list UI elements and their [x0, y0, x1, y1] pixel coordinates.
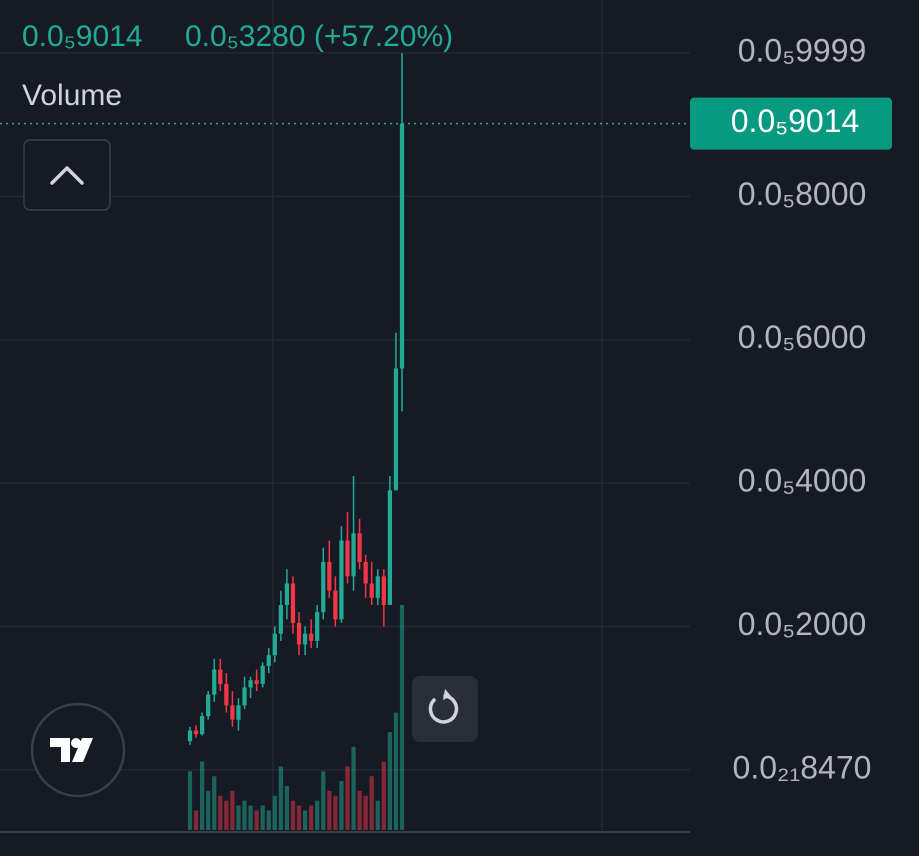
y-tick-label: 0.0₅4000 — [738, 463, 867, 499]
candle-body — [321, 561, 326, 613]
candle-body — [242, 687, 247, 706]
candle-body — [254, 680, 259, 684]
volume-bar — [369, 776, 374, 830]
candle-body — [339, 540, 344, 620]
y-tick-label: 0.0₂₁8470 — [733, 749, 872, 785]
candle-body — [278, 605, 283, 634]
volume-bar — [375, 800, 380, 830]
header-price: 0.0₅9014 — [22, 20, 143, 53]
volume-bar — [248, 805, 253, 830]
volume-bar — [309, 805, 314, 830]
candle-body — [260, 665, 265, 684]
candle-body — [351, 533, 356, 577]
candle-body — [387, 490, 393, 605]
collapse-button[interactable] — [23, 139, 111, 211]
candle-body — [206, 694, 211, 717]
volume-bar — [230, 790, 235, 830]
y-tick-label: 0.0₅6000 — [738, 319, 867, 355]
volume-bar — [218, 795, 223, 830]
logo[interactable] — [30, 702, 126, 798]
price-badge — [690, 97, 892, 150]
volume-bar — [327, 790, 332, 830]
candle-body — [363, 561, 368, 584]
candle-body — [187, 730, 193, 742]
reset-button[interactable] — [412, 676, 478, 742]
volume-bar — [236, 805, 241, 830]
volume-bar — [224, 800, 229, 830]
volume-bar — [260, 805, 265, 830]
candle-body — [236, 705, 241, 720]
collapse-box[interactable] — [23, 139, 111, 211]
candle-body — [266, 655, 271, 666]
reset-icon — [428, 694, 459, 724]
candle-body — [345, 540, 350, 577]
candle-body — [309, 633, 314, 641]
volume-bar — [399, 605, 405, 830]
candle-body — [199, 716, 205, 735]
volume-bar — [272, 795, 277, 830]
candle-body — [327, 561, 332, 591]
reset-arrow — [443, 689, 451, 700]
volume-bar — [393, 712, 399, 830]
candle-body — [230, 705, 235, 720]
volume-bar — [278, 766, 283, 830]
volume-bar — [254, 810, 259, 830]
candle-body — [290, 583, 296, 623]
candle-body — [218, 669, 223, 684]
volume-bar — [345, 766, 350, 830]
header-change: 0.0₅3280 (+57.20%) — [185, 20, 453, 53]
volume-bar — [321, 771, 326, 830]
candle-body — [375, 576, 380, 598]
chevron-icon — [50, 166, 84, 185]
candle-body — [381, 576, 386, 605]
candle-body — [193, 730, 199, 735]
candle-body — [296, 622, 302, 645]
volume-bar — [193, 810, 199, 830]
volume-bar — [290, 800, 296, 830]
y-tick-label: 0.0₅2000 — [738, 606, 867, 642]
volume-bar — [212, 776, 217, 830]
volume-bar — [266, 810, 271, 830]
volume-bar — [357, 790, 362, 830]
volume-bar — [339, 781, 344, 830]
candle-body — [399, 123, 405, 369]
logo-mark — [50, 738, 93, 762]
volume-bar — [206, 790, 211, 830]
volume-bar — [296, 805, 302, 830]
candle-body — [284, 583, 290, 605]
volume-bar — [381, 761, 386, 830]
volume-bar — [187, 771, 193, 830]
volume-bar — [284, 785, 290, 830]
candle-body — [272, 633, 277, 656]
candle-body — [212, 669, 217, 695]
volume-bar — [242, 800, 247, 830]
volume-bar — [333, 795, 338, 830]
y-tick-label: 0.0₅9999 — [738, 33, 867, 69]
y-tick-label: 0.0₅8000 — [738, 176, 867, 212]
candle-body — [248, 680, 253, 688]
candle-body — [369, 583, 374, 598]
volume-label: Volume — [22, 79, 122, 112]
volume-bar — [315, 800, 320, 830]
volume-bar — [302, 810, 308, 830]
candle-body — [393, 368, 399, 491]
volume-bar — [199, 761, 205, 830]
volume-bar — [351, 746, 356, 830]
logo-dot — [71, 738, 81, 748]
volume-bar — [363, 795, 368, 830]
volume-bar — [387, 732, 393, 830]
candle-body — [302, 633, 308, 645]
price-badge-label: 0.0₅9014 — [731, 103, 860, 139]
candle-body — [333, 590, 338, 620]
candle-body — [357, 533, 362, 562]
candle-body — [224, 683, 229, 706]
candle-body — [315, 612, 320, 641]
reset-box[interactable] — [412, 676, 478, 742]
